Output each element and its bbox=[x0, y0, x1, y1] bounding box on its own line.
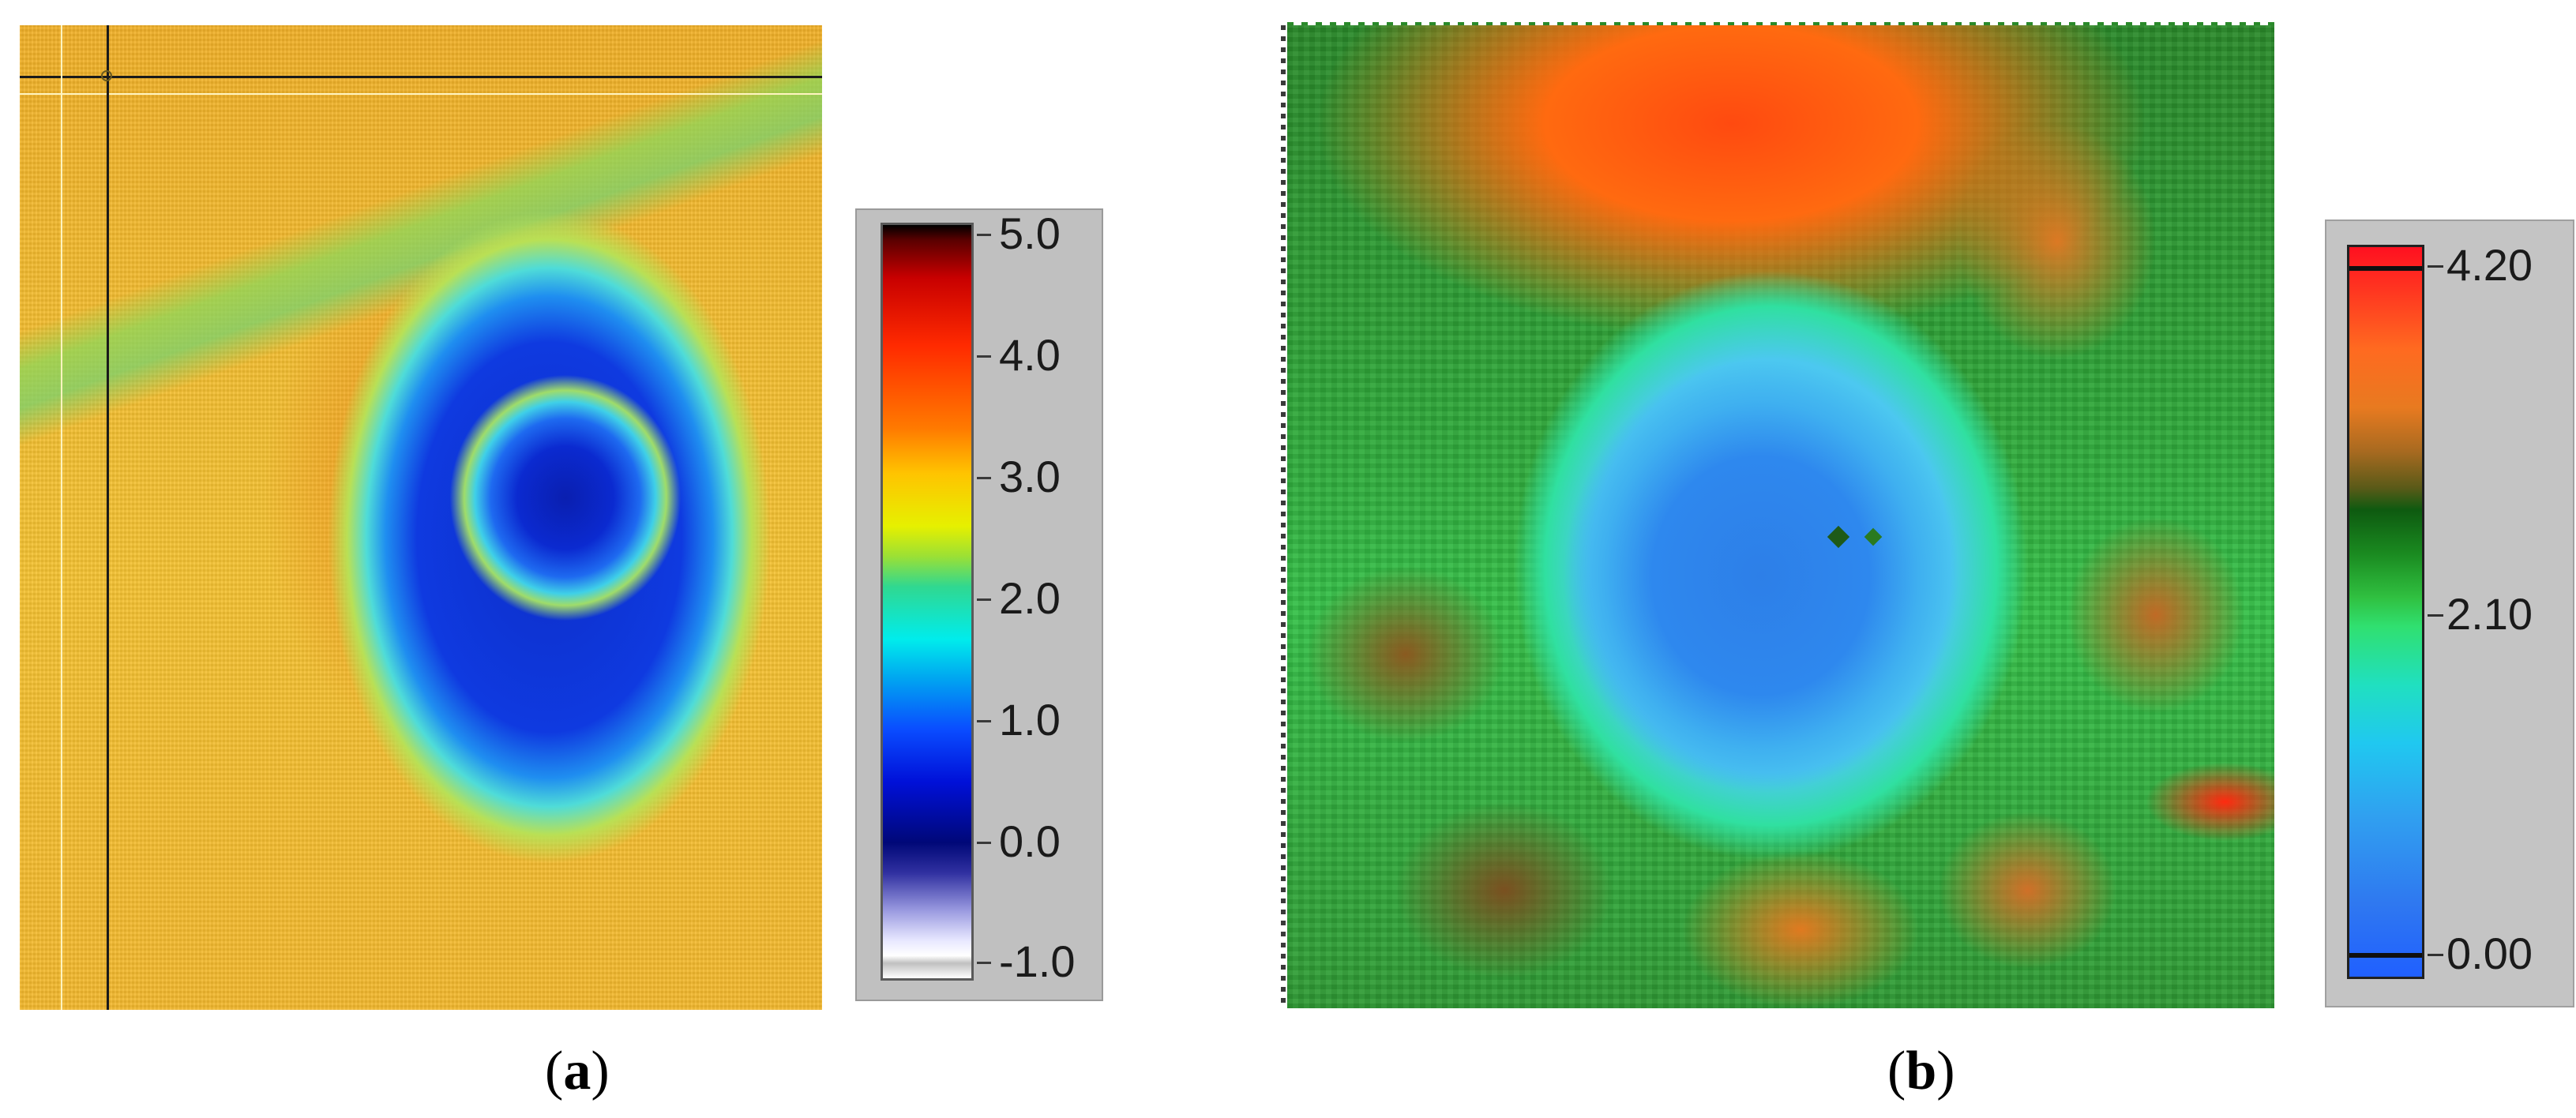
caption-paren-open: ( bbox=[545, 1041, 564, 1101]
caption-b: (b) bbox=[1887, 1044, 1955, 1099]
colorbar-a-tick bbox=[977, 598, 991, 601]
heatmap-b-left-edge bbox=[1281, 25, 1286, 1008]
colorbar-b-tick bbox=[2428, 954, 2443, 956]
colorbar-a-label: 1.0 bbox=[999, 695, 1061, 745]
caption-paren-close: ) bbox=[591, 1041, 610, 1101]
crosshair-marker-icon bbox=[101, 70, 112, 81]
colorbar-b-gradient bbox=[2347, 245, 2424, 979]
heatmap-b-top-edge bbox=[1287, 22, 2274, 27]
crosshair-vertical-dark bbox=[107, 25, 109, 1010]
colorbar-a-label: 3.0 bbox=[999, 452, 1061, 501]
defect-marker-icon bbox=[1864, 527, 1883, 546]
colorbar-b-label: 4.20 bbox=[2446, 240, 2533, 290]
colorbar-a-label: 2.0 bbox=[999, 573, 1061, 623]
colorbar-a-tick bbox=[977, 477, 991, 479]
colorbar-a-label: -1.0 bbox=[999, 936, 1076, 986]
heatmap-image-b bbox=[1287, 25, 2274, 1008]
colorbar-b-label: 2.10 bbox=[2446, 589, 2533, 639]
caption-letter: b bbox=[1906, 1041, 1937, 1101]
crosshair-horizontal-dark bbox=[20, 76, 822, 78]
colorbar-a-tick bbox=[977, 842, 991, 844]
panel-b: 4.20 2.10 0.00 (b) bbox=[1264, 0, 2576, 1118]
heatmap-image-a bbox=[20, 25, 822, 1010]
crosshair-vertical-light bbox=[61, 25, 62, 1010]
colorbar-a: 5.0 4.0 3.0 2.0 1.0 0.0 -1.0 bbox=[855, 208, 1103, 1001]
colorbar-a-tick bbox=[977, 962, 991, 964]
colorbar-b-label: 0.00 bbox=[2446, 929, 2533, 978]
colorbar-b-tick bbox=[2428, 614, 2443, 617]
colorbar-b: 4.20 2.10 0.00 bbox=[2325, 219, 2574, 1007]
caption-a: (a) bbox=[545, 1044, 610, 1099]
colorbar-a-tick bbox=[977, 720, 991, 722]
caption-paren-close: ) bbox=[1936, 1041, 1955, 1101]
crosshair-horizontal-light bbox=[20, 93, 822, 95]
colorbar-a-tick bbox=[977, 355, 991, 358]
colorbar-a-label: 4.0 bbox=[999, 330, 1061, 380]
colorbar-b-tick bbox=[2428, 265, 2443, 268]
caption-paren-open: ( bbox=[1887, 1041, 1906, 1101]
colorbar-a-gradient bbox=[881, 223, 974, 981]
panel-a: 5.0 4.0 3.0 2.0 1.0 0.0 -1.0 (a) bbox=[0, 0, 1264, 1118]
colorbar-a-tick bbox=[977, 234, 991, 236]
colorbar-a-label: 0.0 bbox=[999, 816, 1061, 866]
defect-marker-icon bbox=[1827, 525, 1850, 549]
colorbar-a-label: 5.0 bbox=[999, 208, 1061, 258]
colorbar-b-min-marker bbox=[2349, 953, 2422, 958]
caption-letter: a bbox=[563, 1041, 591, 1101]
colorbar-b-max-marker bbox=[2349, 266, 2422, 271]
